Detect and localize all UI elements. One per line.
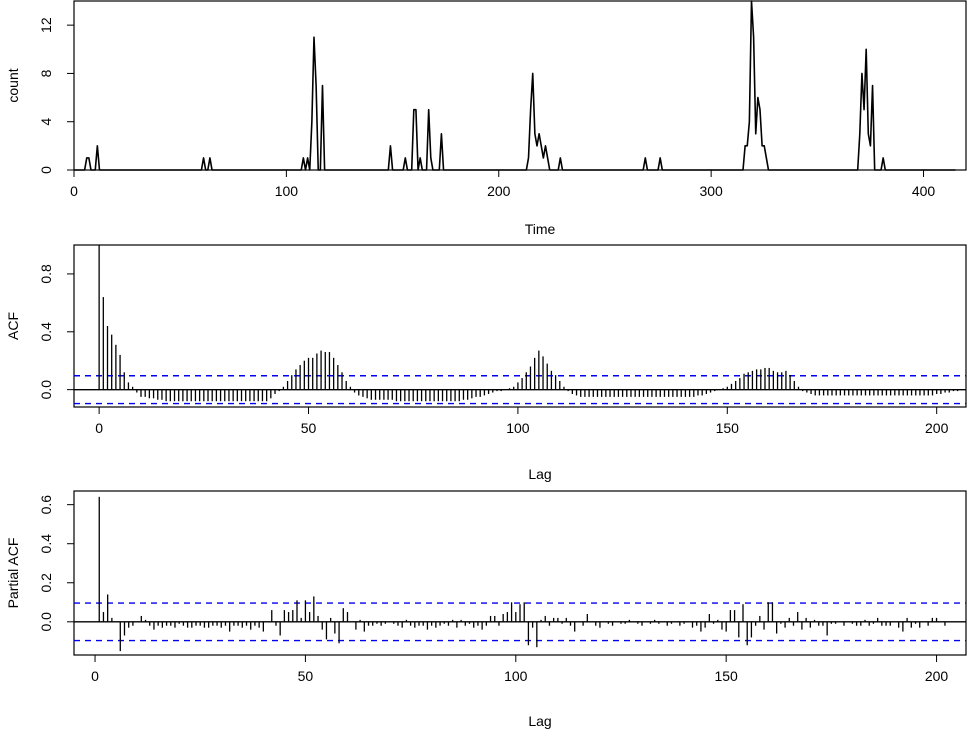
y-axis-title: count <box>5 68 21 102</box>
time-series-panel: 0 100 200 300 400 0 4 8 12 Time count <box>5 0 967 237</box>
x-tick-label: 0 <box>70 183 78 199</box>
x-tick-label: 50 <box>298 668 314 684</box>
x-tick-label: 150 <box>714 668 738 684</box>
y-tick-label: 0.0 <box>38 380 54 400</box>
y-tick-label: 0.4 <box>38 322 54 342</box>
y-tick-label: 0.6 <box>38 495 54 515</box>
plot-frame <box>73 244 967 408</box>
x-tick-label: 100 <box>275 183 299 199</box>
y-tick-label: 0.4 <box>38 534 54 554</box>
y-axis-title: ACF <box>5 312 21 340</box>
x-tick-label: 200 <box>925 668 949 684</box>
x-tick-label: 400 <box>912 183 936 199</box>
x-tick-label: 50 <box>301 420 317 436</box>
x-axis-title: Lag <box>528 713 551 729</box>
y-tick-label: 4 <box>38 118 54 126</box>
x-tick-label: 200 <box>487 183 511 199</box>
x-tick-label: 100 <box>504 668 528 684</box>
acf-panel: 0 50 100 150 200 0.0 0.4 0.8 Lag ACF <box>5 244 967 482</box>
pacf-panel: 0 50 100 150 200 0.0 0.2 0.4 0.6 Lag Partial ACF <box>5 490 967 729</box>
x-tick-label: 0 <box>91 668 99 684</box>
plot-frame <box>73 0 967 171</box>
x-tick-label: 200 <box>925 420 949 436</box>
x-axis-title: Time <box>525 221 556 237</box>
x-tick-label: 300 <box>699 183 723 199</box>
x-tick-label: 100 <box>506 420 530 436</box>
y-tick-label: 0.2 <box>38 573 54 593</box>
x-tick-label: 0 <box>95 420 103 436</box>
y-tick-label: 0 <box>38 166 54 174</box>
plot-frame <box>73 490 967 656</box>
y-tick-label: 8 <box>38 69 54 77</box>
x-tick-label: 150 <box>716 420 740 436</box>
y-tick-label: 0.8 <box>38 264 54 284</box>
y-tick-label: 12 <box>38 17 54 33</box>
y-axis-title: Partial ACF <box>5 538 21 609</box>
x-axis-title: Lag <box>528 466 551 482</box>
y-tick-label: 0.0 <box>38 612 54 632</box>
series-line <box>74 0 956 171</box>
